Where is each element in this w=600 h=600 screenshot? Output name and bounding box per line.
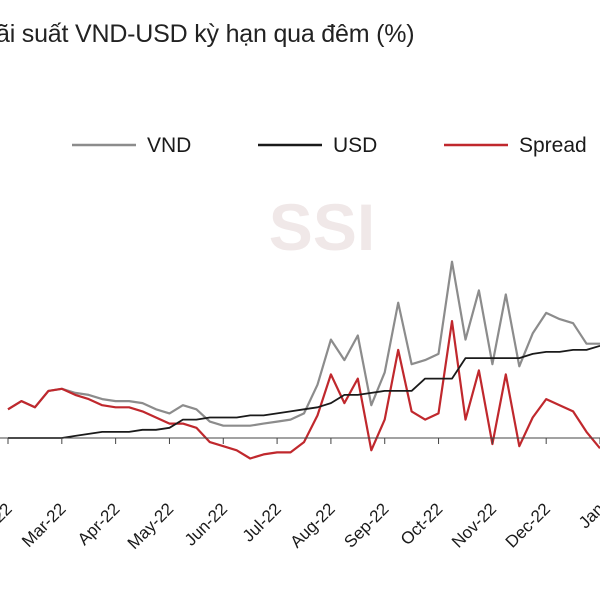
x-tick-label: 22: [0, 499, 16, 526]
x-tick-label: Apr-22: [74, 499, 124, 549]
x-tick-label: Jul-22: [239, 499, 285, 545]
x-tick-label: Jun-22: [181, 499, 231, 549]
series-line-spread: [7, 320, 600, 460]
chart-title: ãi suất VND-USD kỳ hạn qua đêm (%): [0, 20, 415, 48]
legend-label-usd: USD: [333, 134, 377, 157]
x-tick-label: Dec-22: [502, 499, 554, 551]
x-axis: 22 Mar-22 Apr-22 May-22 Jun-22 Jul-22 Aug-22 Se…: [0, 437, 600, 553]
x-tick-label: Aug-22: [287, 499, 339, 551]
legend-label-spread: Spread: [519, 134, 587, 157]
legend: VND USD Spread: [72, 134, 587, 157]
watermark: SSI: [269, 190, 375, 264]
x-tick-label: Nov-22: [448, 499, 500, 551]
series-line-usd: [8, 344, 600, 439]
series-layer: [7, 260, 600, 460]
x-tick-label: Sep-22: [340, 499, 392, 551]
series-line-vnd: [7, 260, 600, 427]
x-tick-label: Jan: [575, 499, 600, 532]
x-tick-label: May-22: [124, 499, 178, 553]
x-tick-label: Mar-22: [18, 499, 70, 551]
legend-label-vnd: VND: [147, 134, 191, 157]
x-tick-label: Oct-22: [397, 499, 447, 549]
